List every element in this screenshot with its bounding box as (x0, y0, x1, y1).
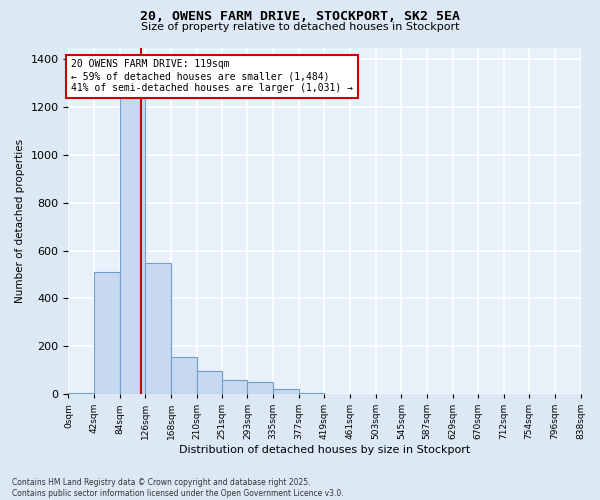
Bar (94, 272, 120, 394)
Text: Contains HM Land Registry data © Crown copyright and database right 2025.
Contai: Contains HM Land Registry data © Crown c… (12, 478, 344, 498)
Bar (145, 262, 171, 394)
Y-axis label: Number of detached properties: Number of detached properties (15, 138, 25, 303)
Text: Size of property relative to detached houses in Stockport: Size of property relative to detached ho… (141, 22, 459, 32)
Text: 20 OWENS FARM DRIVE: 119sqm
← 59% of detached houses are smaller (1,484)
41% of : 20 OWENS FARM DRIVE: 119sqm ← 59% of det… (71, 60, 353, 92)
X-axis label: Distribution of detached houses by size in Stockport: Distribution of detached houses by size … (179, 445, 470, 455)
Text: 20, OWENS FARM DRIVE, STOCKPORT, SK2 5EA: 20, OWENS FARM DRIVE, STOCKPORT, SK2 5EA (140, 10, 460, 23)
Bar (299, 393, 325, 394)
Bar (222, 380, 247, 394)
Bar (247, 382, 273, 394)
Bar (197, 372, 222, 394)
Bar (120, 96, 145, 394)
Bar (273, 390, 299, 394)
Bar (171, 357, 197, 394)
